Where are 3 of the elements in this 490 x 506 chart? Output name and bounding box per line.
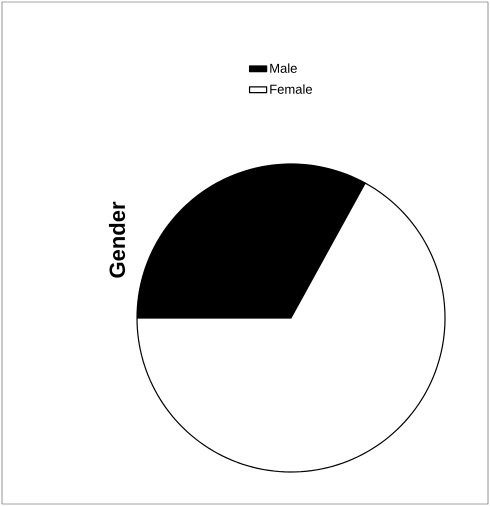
text: Gender (108, 202, 126, 278)
legend-label: Male (270, 63, 297, 73)
legend-label: Female (270, 84, 312, 94)
